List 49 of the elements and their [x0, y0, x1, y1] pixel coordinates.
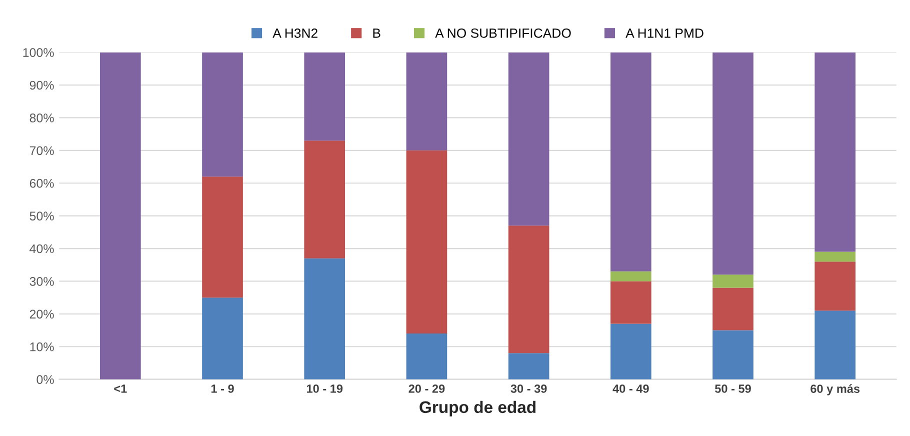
bar — [406, 334, 448, 380]
bar — [814, 252, 856, 262]
bar — [610, 52, 652, 272]
y-tick-label: 30% — [30, 277, 54, 286]
bar — [814, 310, 856, 380]
legend-label: B — [373, 28, 380, 38]
y-tick-label: 20% — [30, 310, 54, 319]
y-tick-label: 40% — [30, 244, 54, 254]
bar — [508, 52, 550, 226]
y-tick-label: 70% — [30, 146, 54, 156]
bar — [508, 353, 550, 380]
legend-label: A H3N2 — [272, 28, 318, 38]
x-tick-label: 50 - 59 — [714, 384, 751, 393]
bar — [406, 150, 448, 334]
x-tick-label: 60 y más — [810, 384, 860, 396]
bar — [712, 274, 754, 288]
bar — [814, 262, 856, 311]
y-tick-label: 10% — [30, 342, 54, 352]
y-tick-label: 100% — [23, 48, 54, 57]
bar — [304, 52, 346, 141]
bar — [304, 258, 346, 380]
y-tick-label: 50% — [30, 212, 54, 220]
x-tick-label: 30 - 39 — [510, 384, 547, 393]
bar — [304, 140, 346, 258]
bar — [610, 281, 652, 324]
bar — [610, 271, 652, 282]
y-tick-label: 0% — [36, 375, 54, 384]
x-tick-label: 10 - 19 — [306, 384, 343, 393]
bar — [202, 176, 243, 298]
legend-label: A NO SUBTIPIFICADO — [435, 28, 571, 38]
y-tick-label: 60% — [30, 178, 54, 188]
bar — [202, 298, 243, 380]
bar — [100, 52, 141, 380]
x-tick-label: <1 — [114, 384, 127, 393]
x-tick-label: 40 - 49 — [612, 384, 649, 393]
bar — [814, 52, 856, 252]
bar — [712, 288, 754, 330]
bar — [610, 324, 652, 380]
bar — [712, 330, 754, 380]
bar — [508, 226, 550, 354]
x-tick-label: 1 - 9 — [211, 384, 234, 393]
legend-label: A H1N1 PMD — [626, 28, 704, 38]
x-tick-label: 20 - 29 — [408, 384, 445, 393]
bar — [406, 52, 448, 150]
bar — [202, 52, 243, 177]
y-tick-label: 90% — [30, 80, 54, 90]
y-tick-label: 80% — [30, 114, 54, 122]
bar — [712, 52, 754, 275]
x-axis-title: Grupo de edad — [420, 400, 536, 416]
